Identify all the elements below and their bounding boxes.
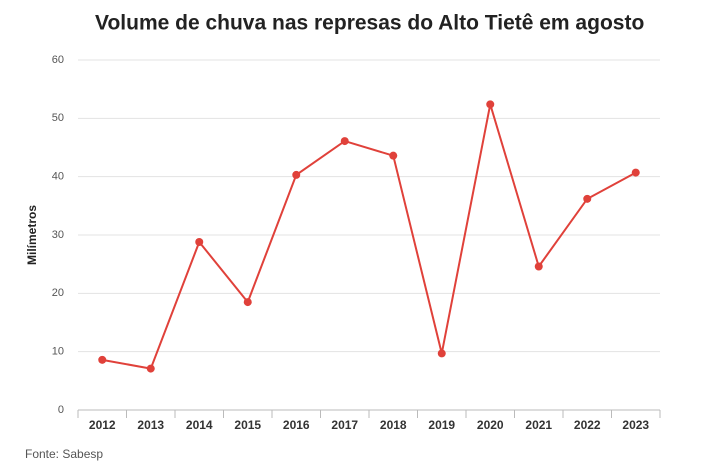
data-point [534,262,543,271]
x-tick-label: 2012 [89,418,116,432]
data-point [389,151,398,160]
y-tick-label: 60 [52,54,64,66]
data-point [146,364,155,373]
data-point [195,238,204,246]
x-tick-label: 2018 [380,418,407,432]
x-tick-label: 2020 [477,418,504,432]
data-point [486,100,495,109]
y-tick-label: 20 [52,287,64,299]
source-note: Fonte: Sabesp [25,447,103,461]
y-tick-label: 50 [52,112,64,124]
data-point [437,349,446,358]
data-point [583,194,592,203]
x-tick-label: 2015 [234,418,261,432]
y-tick-label: 40 [52,171,64,183]
y-tick-label: 30 [52,229,64,241]
data-point [243,298,252,307]
data-line [102,104,637,370]
data-point [340,137,349,146]
y-tick-label: 10 [52,346,64,358]
x-tick-label: 2023 [622,418,649,432]
x-tick-label: 2019 [428,418,455,432]
x-tick-label: 2021 [525,418,552,432]
x-tick-label: 2014 [186,418,213,432]
chart-title: Volume de chuva nas represas do Alto Tie… [95,12,644,35]
y-axis-label: Milímetros [25,205,39,265]
data-point [292,170,301,179]
x-tick-label: 2022 [574,418,601,432]
x-tick-label: 2013 [137,418,164,432]
x-tick-label: 2017 [331,418,358,432]
data-point [631,168,640,177]
data-point [98,355,107,364]
x-tick-label: 2016 [283,418,310,432]
y-tick-label: 0 [58,404,64,416]
